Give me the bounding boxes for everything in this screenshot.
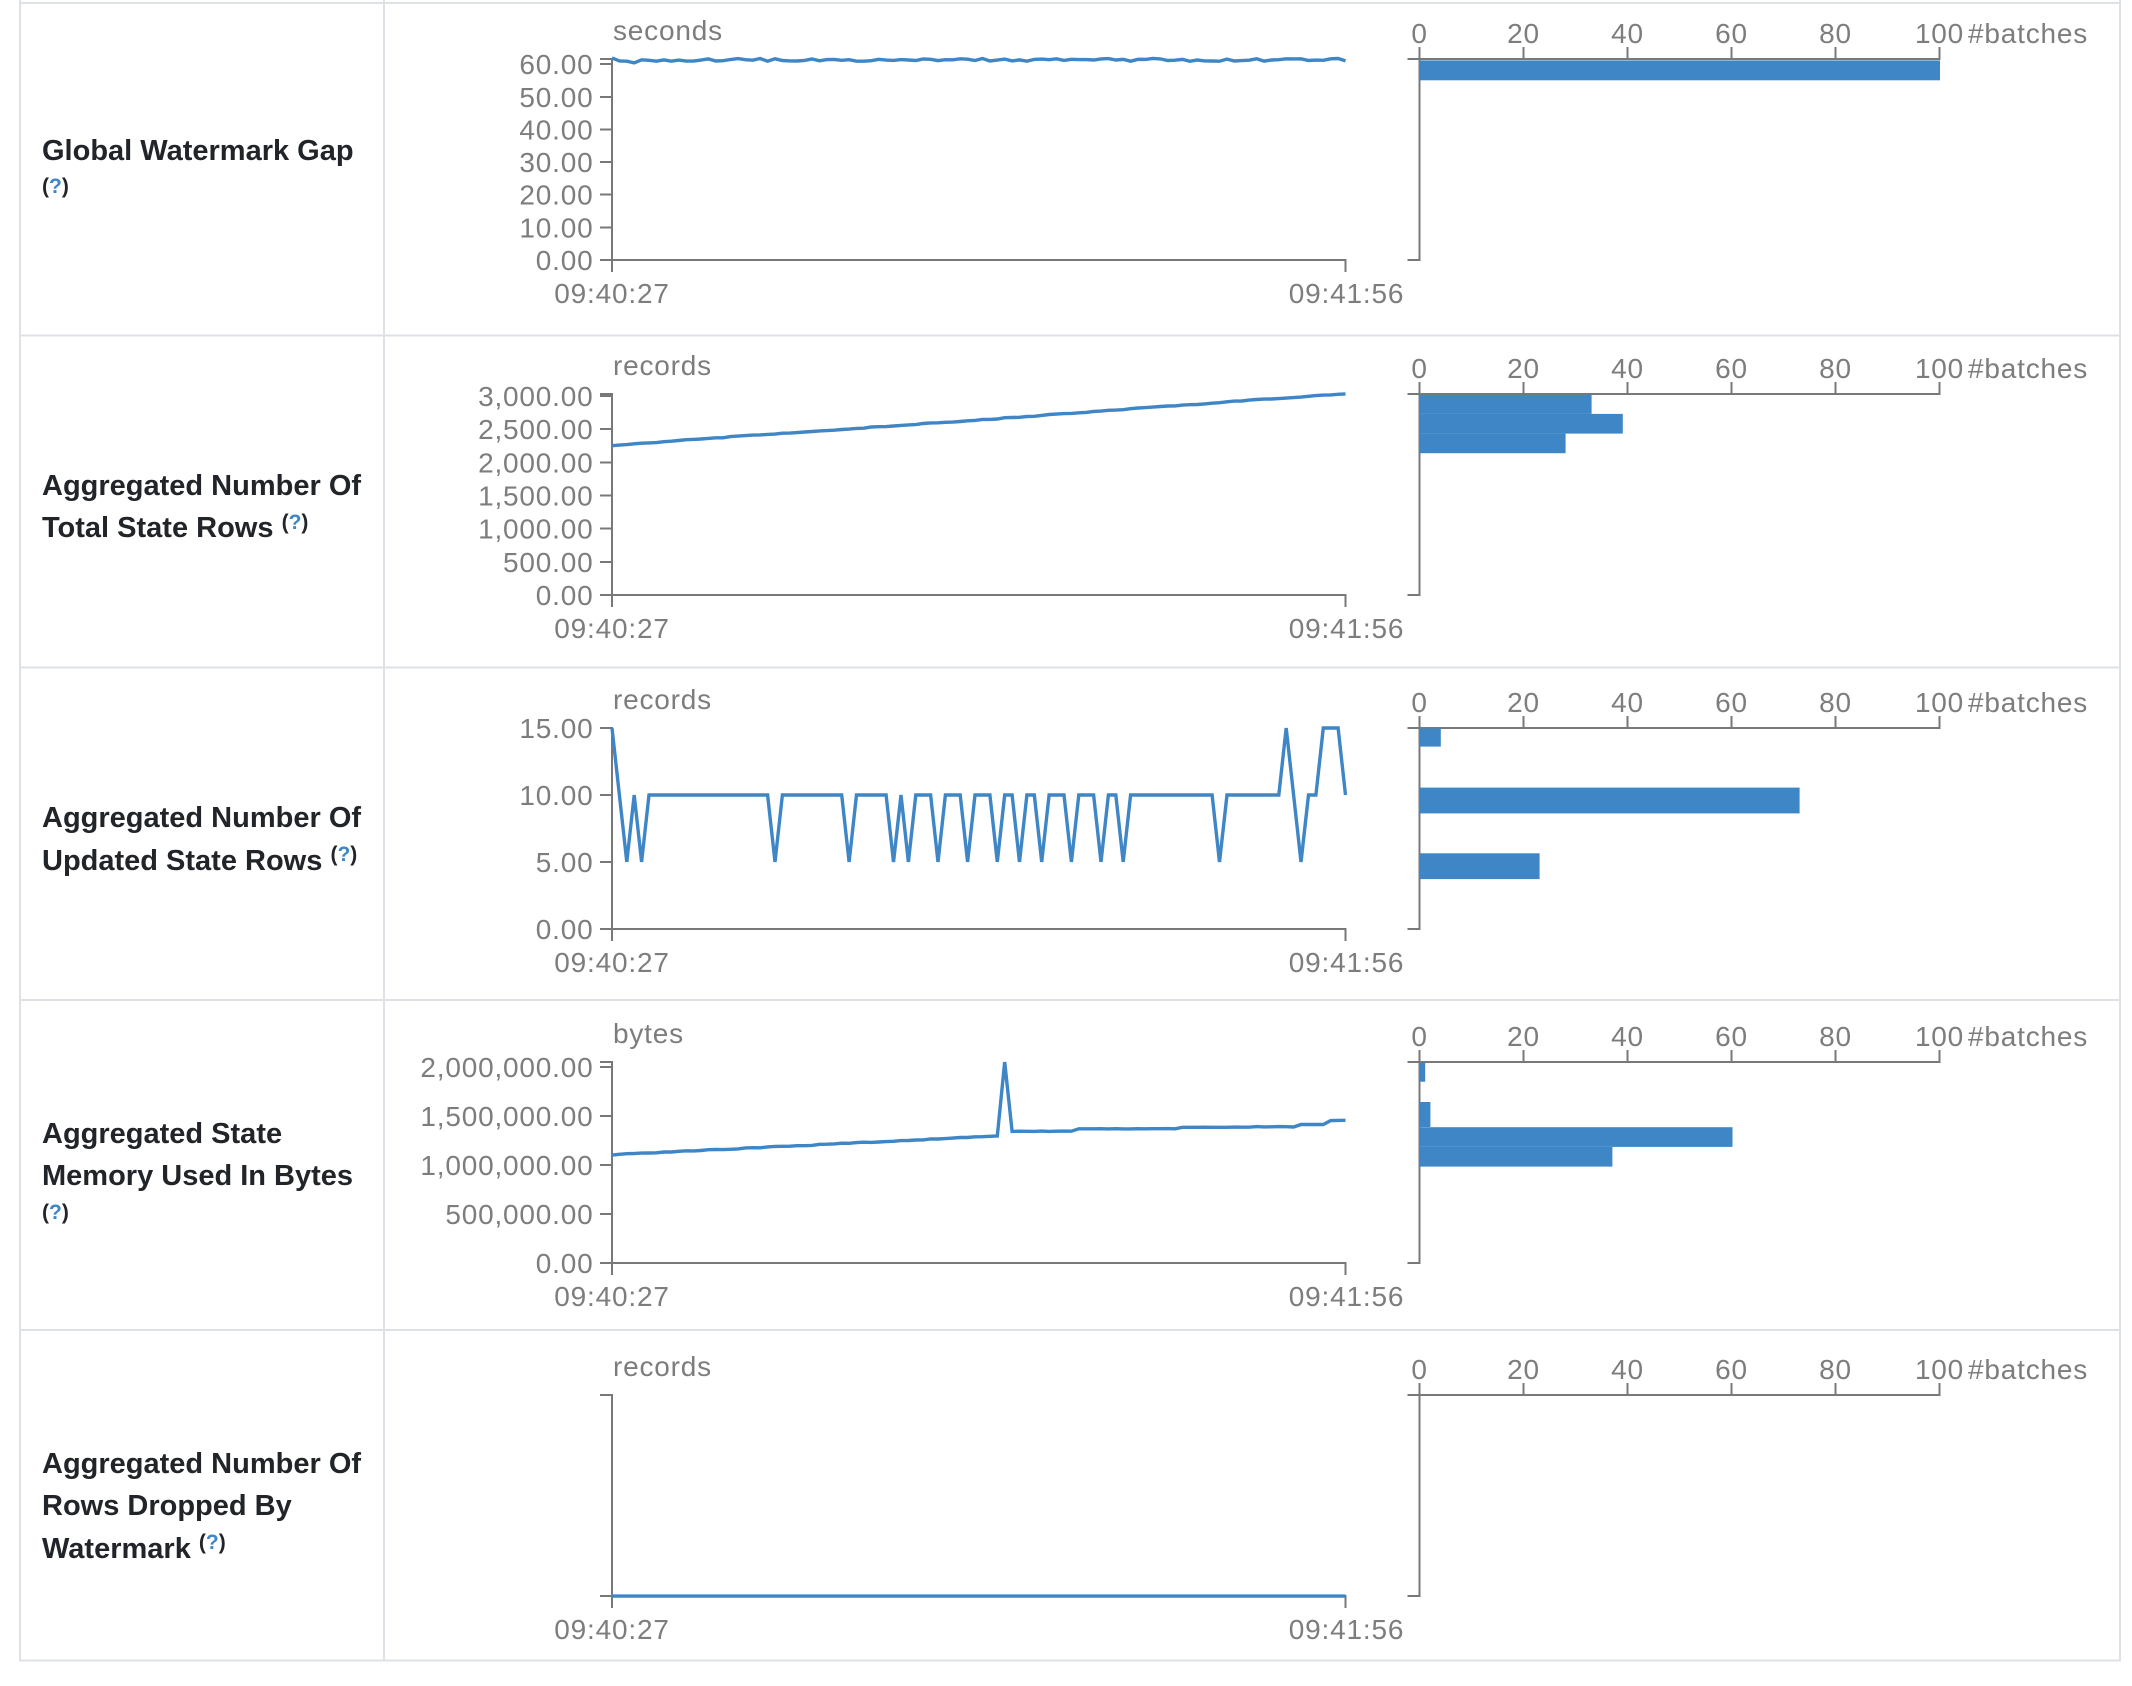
svg-text:60.00: 60.00 <box>519 49 593 80</box>
svg-text:09:41:56: 09:41:56 <box>1289 613 1404 644</box>
svg-text:10.00: 10.00 <box>519 780 593 811</box>
svg-text:09:41:56: 09:41:56 <box>1289 1614 1404 1645</box>
svg-text:30.00: 30.00 <box>519 147 593 178</box>
svg-text:records: records <box>613 684 712 715</box>
svg-text:5.00: 5.00 <box>536 847 594 878</box>
svg-text:60: 60 <box>1715 353 1748 384</box>
svg-text:20: 20 <box>1507 353 1540 384</box>
svg-text:20: 20 <box>1507 18 1540 49</box>
svg-text:seconds: seconds <box>613 15 723 46</box>
svg-text:500.00: 500.00 <box>503 547 593 578</box>
svg-text:0: 0 <box>1411 18 1427 49</box>
svg-text:09:41:56: 09:41:56 <box>1289 278 1404 309</box>
svg-text:10.00: 10.00 <box>519 212 593 243</box>
svg-text:60: 60 <box>1715 18 1748 49</box>
svg-text:40: 40 <box>1611 18 1644 49</box>
svg-text:0: 0 <box>1411 1354 1427 1385</box>
svg-text:60: 60 <box>1715 1021 1748 1052</box>
svg-text:2,000,000.00: 2,000,000.00 <box>420 1052 593 1083</box>
svg-text:#batches: #batches <box>1968 1021 2088 1052</box>
svg-text:80: 80 <box>1819 1021 1852 1052</box>
svg-text:09:40:27: 09:40:27 <box>554 613 669 644</box>
svg-text:20: 20 <box>1507 1354 1540 1385</box>
svg-text:40: 40 <box>1611 353 1644 384</box>
svg-text:0: 0 <box>1411 1021 1427 1052</box>
svg-text:0.00: 0.00 <box>536 914 594 945</box>
svg-text:1,000.00: 1,000.00 <box>478 514 593 545</box>
svg-text:80: 80 <box>1819 1354 1852 1385</box>
svg-text:#batches: #batches <box>1968 687 2088 718</box>
svg-text:40: 40 <box>1611 687 1644 718</box>
svg-text:#batches: #batches <box>1968 18 2088 49</box>
svg-text:0: 0 <box>1411 687 1427 718</box>
svg-text:40: 40 <box>1611 1354 1644 1385</box>
svg-text:100: 100 <box>1915 1021 1964 1052</box>
svg-text:50.00: 50.00 <box>519 82 593 113</box>
svg-text:09:40:27: 09:40:27 <box>554 1281 669 1312</box>
svg-text:0.00: 0.00 <box>536 245 594 276</box>
svg-text:100: 100 <box>1915 1354 1964 1385</box>
svg-text:09:41:56: 09:41:56 <box>1289 947 1404 978</box>
svg-text:0: 0 <box>1411 353 1427 384</box>
svg-text:records: records <box>613 1351 712 1382</box>
svg-text:09:40:27: 09:40:27 <box>554 947 669 978</box>
svg-text:0.00: 0.00 <box>536 1248 594 1279</box>
svg-text:1,500,000.00: 1,500,000.00 <box>420 1101 593 1132</box>
svg-text:15.00: 15.00 <box>519 713 593 744</box>
svg-text:1,500.00: 1,500.00 <box>478 481 593 512</box>
svg-text:100: 100 <box>1915 18 1964 49</box>
svg-text:records: records <box>613 350 712 381</box>
svg-text:20: 20 <box>1507 1021 1540 1052</box>
svg-text:bytes: bytes <box>613 1018 684 1049</box>
svg-text:#batches: #batches <box>1968 1354 2088 1385</box>
svg-text:60: 60 <box>1715 1354 1748 1385</box>
svg-text:#batches: #batches <box>1968 353 2088 384</box>
svg-text:2,000.00: 2,000.00 <box>478 447 593 478</box>
svg-text:100: 100 <box>1915 353 1964 384</box>
svg-text:20: 20 <box>1507 687 1540 718</box>
svg-text:40: 40 <box>1611 1021 1644 1052</box>
svg-text:20.00: 20.00 <box>519 180 593 211</box>
svg-text:09:41:56: 09:41:56 <box>1289 1281 1404 1312</box>
svg-text:1,000,000.00: 1,000,000.00 <box>420 1150 593 1181</box>
svg-text:500,000.00: 500,000.00 <box>445 1199 593 1230</box>
svg-text:60: 60 <box>1715 687 1748 718</box>
svg-text:09:40:27: 09:40:27 <box>554 1614 669 1645</box>
svg-text:80: 80 <box>1819 18 1852 49</box>
svg-text:40.00: 40.00 <box>519 114 593 145</box>
svg-text:2,500.00: 2,500.00 <box>478 414 593 445</box>
svg-text:80: 80 <box>1819 687 1852 718</box>
svg-text:09:40:27: 09:40:27 <box>554 278 669 309</box>
svg-text:3,000.00: 3,000.00 <box>478 381 593 412</box>
svg-text:0.00: 0.00 <box>536 580 594 611</box>
svg-text:80: 80 <box>1819 353 1852 384</box>
svg-text:100: 100 <box>1915 687 1964 718</box>
